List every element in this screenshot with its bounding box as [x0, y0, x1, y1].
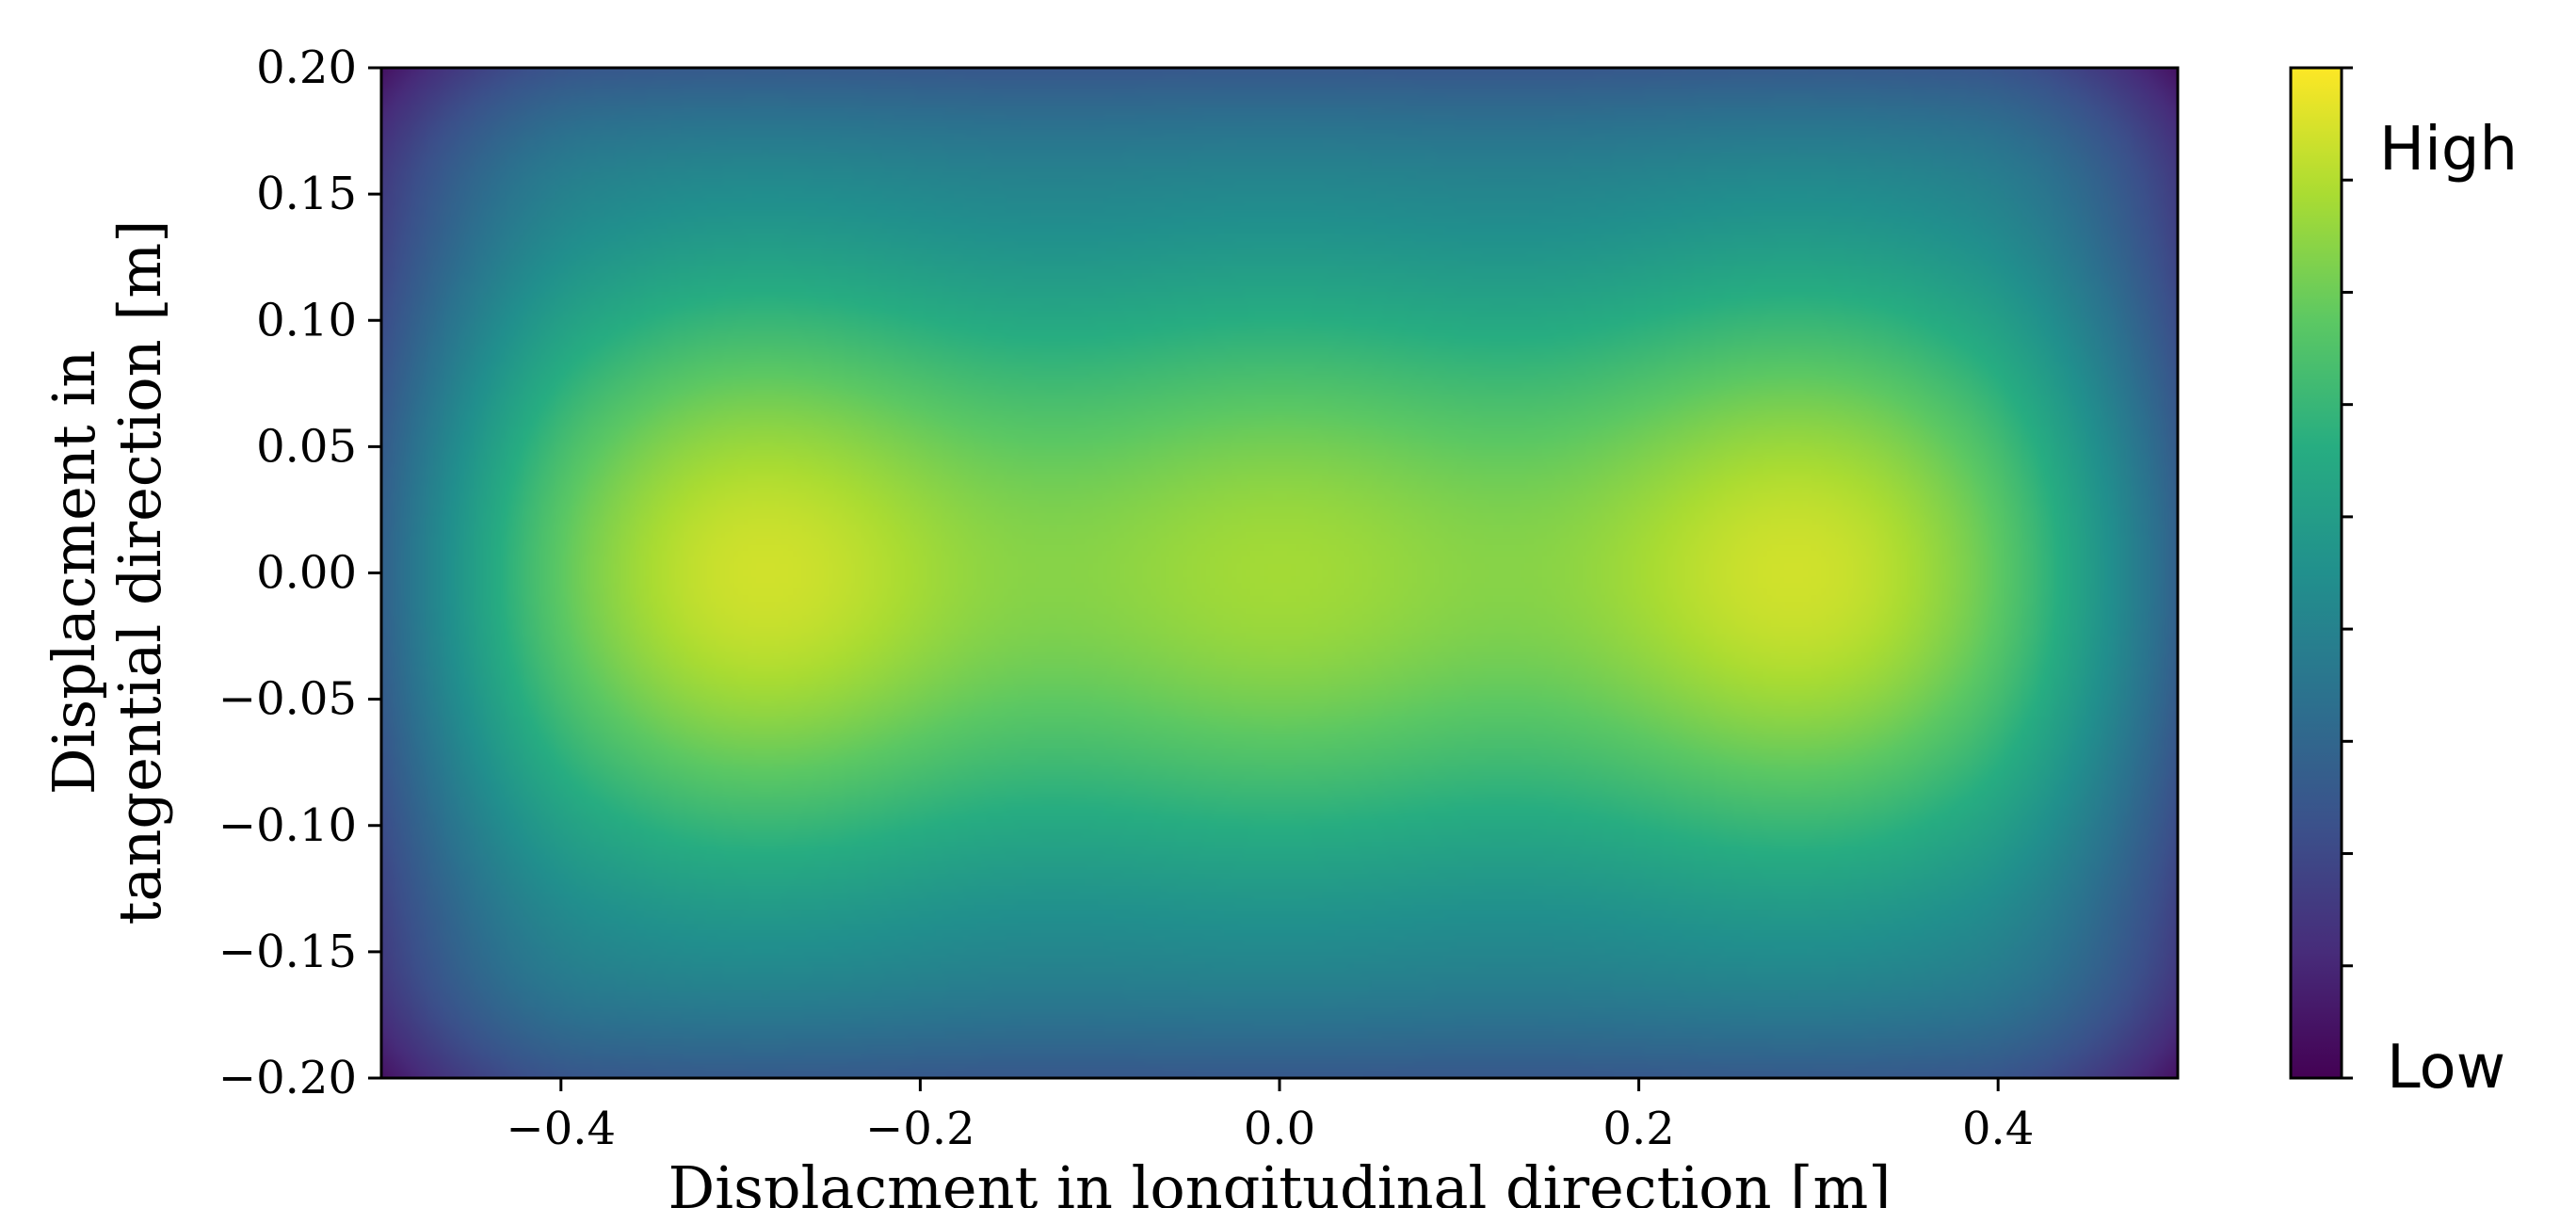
y-tick-label: −0.20: [218, 1052, 357, 1104]
y-tick-label: 0.15: [256, 168, 357, 220]
x-tick-label: −0.4: [507, 1103, 617, 1155]
colorbar-gradient: [2289, 66, 2343, 1080]
plot-area: [379, 66, 2180, 1080]
x-axis: −0.4 −0.2 0.0 0.2 0.4: [507, 1078, 2034, 1155]
x-tick-label: 0.0: [1244, 1103, 1315, 1155]
colorbar: High Low: [2289, 66, 2518, 1103]
x-axis-label: Displacment in longitudinal direction [m…: [668, 1153, 1892, 1208]
y-tick-label: 0.10: [256, 294, 357, 346]
colorbar-low-label: Low: [2387, 1033, 2505, 1103]
x-tick-label: 0.2: [1602, 1103, 1674, 1155]
colorbar-high-label: High: [2379, 115, 2518, 185]
y-axis: 0.20 0.15 0.10 0.05 0.00 −0.05 −0.10 −0.15 −0.20: [218, 41, 381, 1104]
y-tick-label: −0.15: [218, 926, 357, 978]
y-axis-label-line-2: tangential direction [m]: [105, 220, 174, 926]
y-tick-label: 0.00: [256, 547, 357, 600]
y-tick-label: 0.20: [256, 41, 357, 94]
y-axis-label-line-1: Displacment in: [40, 350, 108, 795]
colorbar-ticks: [2342, 66, 2353, 1080]
y-tick-label: 0.05: [256, 420, 357, 473]
y-tick-label: −0.10: [218, 799, 357, 852]
y-tick-label: −0.05: [218, 673, 357, 726]
x-tick-label: 0.4: [1962, 1103, 2034, 1155]
x-tick-label: −0.2: [865, 1103, 975, 1155]
heatmap-image: [381, 68, 2178, 1078]
